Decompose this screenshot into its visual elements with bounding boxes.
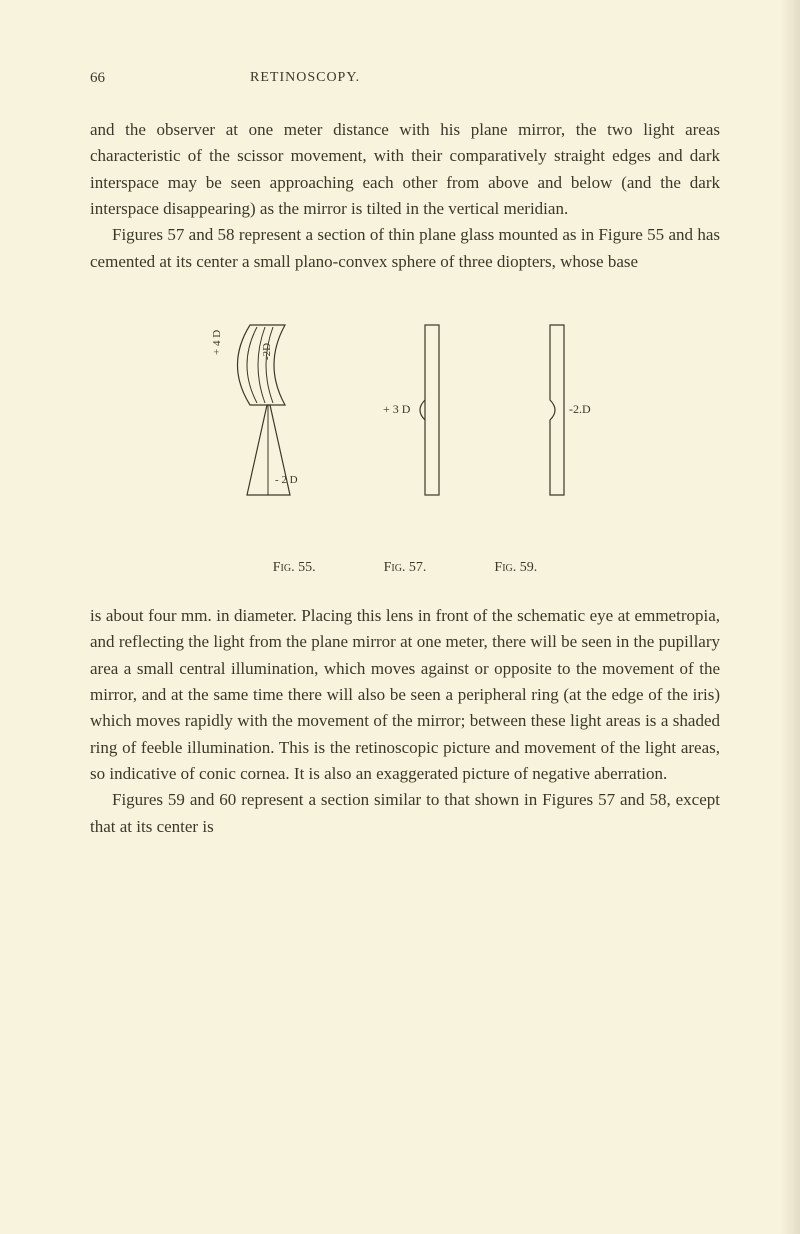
body-text-block-2: is about four mm. in diameter. Placing t… <box>90 603 720 840</box>
lens-diagrams: + 4 D -2D - 2 D + 3 D -2.D <box>155 305 655 555</box>
figure-container: + 4 D -2D - 2 D + 3 D -2.D Fig. 55. Fig.… <box>90 305 720 585</box>
fig-57-group: + 3 D <box>383 325 439 495</box>
paragraph-4: Figures 59 and 60 represent a section si… <box>90 787 720 840</box>
paragraph-2: Figures 57 and 58 represent a section of… <box>90 222 720 275</box>
caption-fig59: Fig. 59. <box>494 560 537 576</box>
fig-59-group: -2.D <box>550 325 591 495</box>
body-text-block-1: and the observer at one meter distance w… <box>90 117 720 275</box>
header-title: RETINOSCOPY. <box>250 70 360 87</box>
fig59-label: -2.D <box>569 402 591 416</box>
caption-fig55: Fig. 55. <box>273 560 316 576</box>
fig-55-group: + 4 D -2D - 2 D <box>211 325 298 495</box>
fig57-label: + 3 D <box>383 402 411 416</box>
fig55-label-right: -2D <box>261 343 273 360</box>
page-number: 66 <box>90 70 105 87</box>
fig55-label-bottom: - 2 D <box>275 474 298 486</box>
page-header: 66 RETINOSCOPY. <box>90 70 720 87</box>
fig55-label-left: + 4 D <box>211 330 223 355</box>
paragraph-1: and the observer at one meter distance w… <box>90 117 720 222</box>
page-edge-shadow <box>780 0 800 1234</box>
figure-captions: Fig. 55. Fig. 57. Fig. 59. <box>90 560 720 576</box>
paragraph-3: is about four mm. in diameter. Placing t… <box>90 603 720 787</box>
caption-fig57: Fig. 57. <box>384 560 427 576</box>
